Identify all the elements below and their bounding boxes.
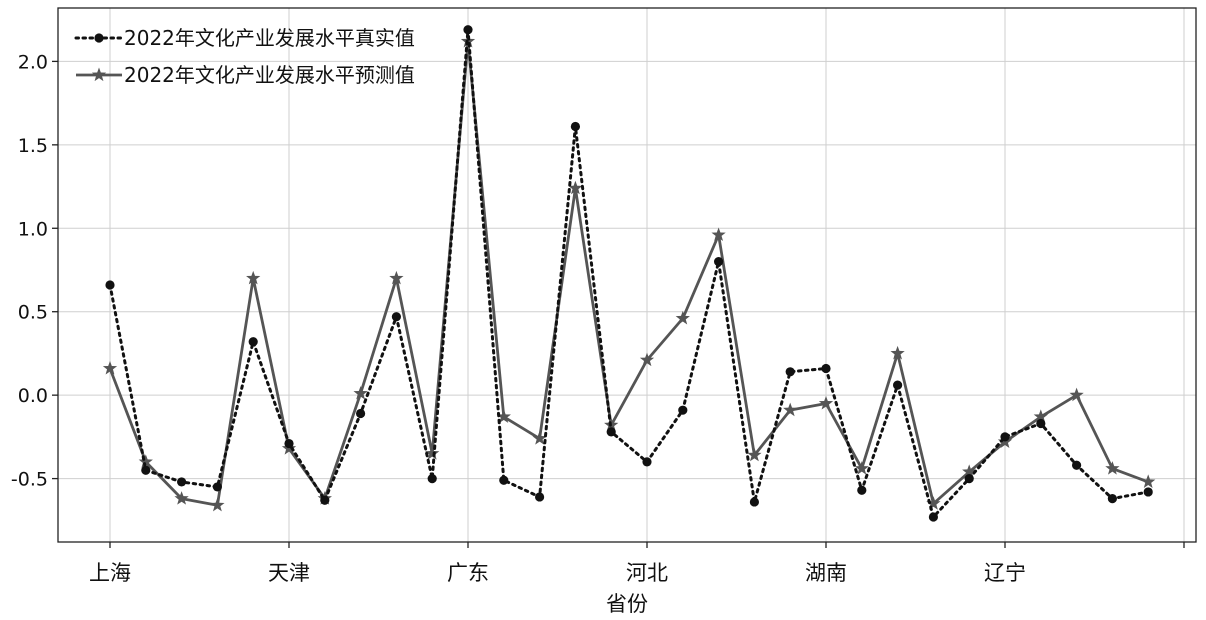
data-point <box>964 473 974 484</box>
data-point <box>783 402 798 417</box>
series-line <box>108 39 1149 507</box>
data-point <box>711 227 726 242</box>
data-point <box>177 477 187 487</box>
data-point <box>1033 409 1048 423</box>
data-point <box>210 497 225 512</box>
data-point <box>1107 494 1117 504</box>
data-point <box>749 497 760 507</box>
data-point <box>1141 474 1156 488</box>
legend: 2022年文化产业发展水平真实值 2022年文化产业发展水平预测值 <box>74 26 415 87</box>
data-point <box>675 310 690 325</box>
data-point <box>1036 418 1046 429</box>
data-point <box>284 438 294 449</box>
data-point <box>320 495 330 505</box>
data-point <box>427 473 437 484</box>
legend-item: 2022年文化产业发展水平预测值 <box>76 63 415 87</box>
data-point <box>1105 461 1120 475</box>
series <box>102 25 1156 522</box>
y-tick-label: 0.0 <box>18 385 48 407</box>
y-tick-label: -0.5 <box>11 469 48 491</box>
data-point <box>1072 460 1082 470</box>
data-point <box>818 395 834 410</box>
data-point <box>854 461 869 475</box>
x-tick-label: 辽宁 <box>984 561 1026 585</box>
data-point <box>389 270 404 285</box>
series-line <box>108 28 1150 519</box>
data-point <box>248 337 258 347</box>
data-point <box>926 496 941 510</box>
data-point <box>642 457 652 467</box>
y-tick-label: 0.5 <box>18 302 48 324</box>
data-point <box>570 121 581 132</box>
series-actual <box>105 25 1153 522</box>
data-point <box>174 491 189 505</box>
data-point <box>138 454 153 468</box>
axes: 2.0 1.5 1.0 0.5 0.0 -0.5 上海 天津 广东 河北 湖南 辽宁 <box>11 51 1185 585</box>
y-tick-label: 2.0 <box>18 51 48 73</box>
x-tick-label: 湖南 <box>805 561 847 585</box>
data-point <box>890 345 905 360</box>
data-point <box>1069 387 1084 402</box>
data-point <box>962 464 977 478</box>
plot-frame <box>57 7 1197 543</box>
data-point <box>568 180 583 195</box>
data-point <box>785 367 795 377</box>
legend-label: 2022年文化产业发展水平真实值 <box>124 26 415 50</box>
data-point <box>535 492 545 502</box>
x-axis-title: 省份 <box>606 592 648 616</box>
data-point <box>857 485 867 495</box>
y-tick-label: 1.5 <box>18 135 48 157</box>
data-point <box>1143 487 1153 497</box>
data-point <box>747 447 762 462</box>
data-point <box>102 360 118 375</box>
grid-lines <box>58 8 1196 542</box>
data-point <box>246 270 261 285</box>
y-tick-label: 1.0 <box>18 218 48 240</box>
data-point <box>425 446 440 460</box>
data-point <box>606 427 616 437</box>
x-tick-label: 上海 <box>89 561 131 585</box>
data-point <box>353 385 368 400</box>
data-point <box>499 475 509 485</box>
legend-item: 2022年文化产业发展水平真实值 <box>74 26 415 50</box>
data-point <box>714 257 724 267</box>
data-point <box>356 408 366 419</box>
data-point <box>893 380 903 390</box>
data-point <box>141 465 151 475</box>
legend-marker <box>91 67 107 82</box>
x-tick-label: 天津 <box>268 561 310 585</box>
data-point <box>463 25 473 35</box>
data-point <box>928 512 939 522</box>
data-point <box>1000 432 1010 442</box>
data-point <box>391 312 401 322</box>
data-point <box>639 352 655 367</box>
data-point <box>678 405 688 415</box>
data-point <box>821 363 831 374</box>
legend-label: 2022年文化产业发展水平预测值 <box>124 63 415 87</box>
data-point <box>105 280 115 290</box>
x-tick-label: 广东 <box>447 561 489 585</box>
x-tick-label: 河北 <box>626 561 668 585</box>
data-point <box>532 431 547 445</box>
data-point <box>496 409 511 423</box>
series-predicted <box>102 33 1156 512</box>
legend-marker <box>94 33 104 43</box>
data-point <box>212 482 222 492</box>
